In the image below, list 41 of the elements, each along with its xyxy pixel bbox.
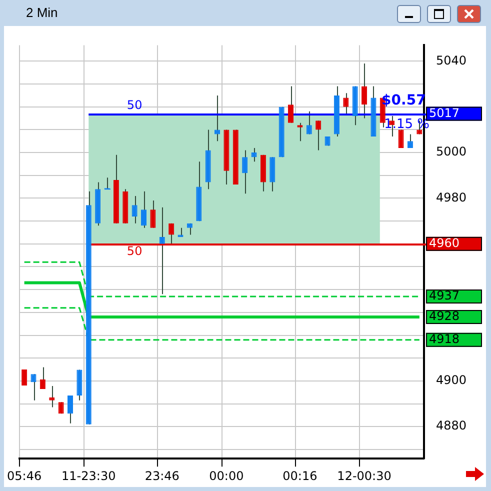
- annotation: 50: [126, 98, 142, 112]
- x-tick-label: 00:16: [282, 468, 318, 483]
- candlestick: [150, 200, 156, 228]
- candlestick: [141, 190, 147, 228]
- data-label: 4937: [429, 288, 460, 303]
- x-tick-label: 11-23:30: [62, 468, 116, 483]
- candlestick: [407, 134, 413, 148]
- candlestick: [68, 395, 74, 424]
- y-tick-label: 4880: [436, 418, 467, 433]
- y-tick-label: 4980: [436, 190, 467, 204]
- y-tick-label: 4900: [436, 373, 467, 388]
- candlestick: [132, 195, 138, 224]
- y-tick-label: 5040: [436, 53, 467, 68]
- data-label: 4928: [429, 309, 460, 324]
- candlestick: [242, 150, 248, 194]
- candlestick: [270, 156, 276, 192]
- annotation: 50: [126, 244, 142, 258]
- candlestick: [214, 94, 220, 142]
- candlestick: [30, 374, 36, 401]
- x-tick-label: 23:46: [144, 468, 180, 483]
- candlestick: [251, 147, 257, 162]
- chart-title: 2 Min: [26, 5, 58, 20]
- ref-line-label: 5017: [429, 106, 460, 120]
- x-tick-label: 05:46: [7, 468, 42, 483]
- candlestick: [76, 369, 82, 401]
- candlestick: [22, 370, 28, 386]
- candlestick: [159, 206, 165, 295]
- candlestick: [40, 366, 46, 390]
- candlestick: [398, 129, 404, 148]
- x-tick-label: 00:00: [209, 468, 244, 483]
- candlestick: [49, 385, 55, 408]
- candlestick: [316, 120, 322, 151]
- x-tick-label: 12-00:30: [337, 468, 392, 483]
- ref-line-label: 4960: [429, 236, 460, 250]
- candlestick: [343, 92, 349, 114]
- candlestick: [362, 62, 368, 119]
- candlestick: [297, 122, 303, 142]
- data-label: 4918: [429, 332, 460, 346]
- candlestick: [306, 110, 312, 135]
- y-tick-label: 5000: [436, 144, 467, 159]
- candlestick: [288, 86, 294, 124]
